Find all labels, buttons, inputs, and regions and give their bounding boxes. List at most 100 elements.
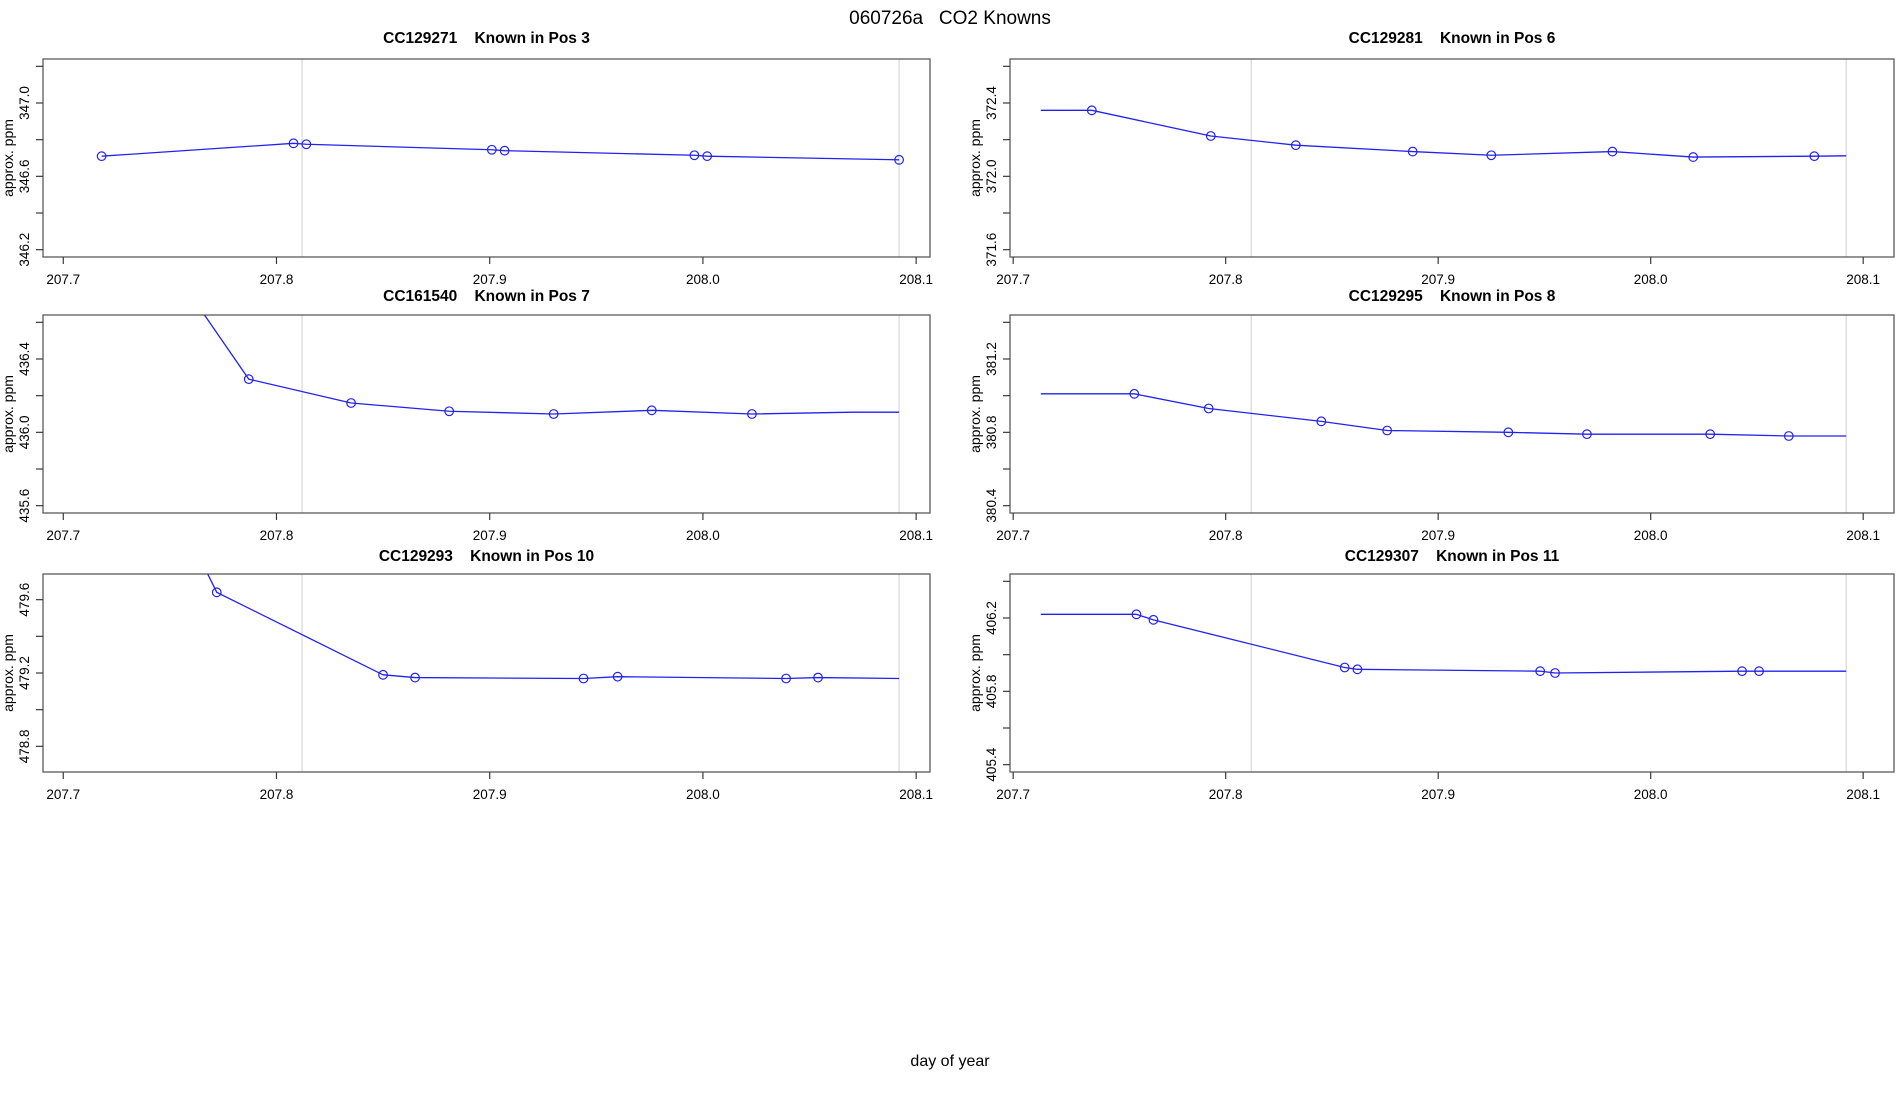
data-point	[243, 374, 254, 385]
data-point	[747, 409, 757, 419]
data-point	[1535, 666, 1546, 677]
data-point	[689, 150, 700, 161]
data-point	[1705, 429, 1716, 440]
x-tick-label: 207.7	[996, 787, 1030, 802]
data-point	[1754, 666, 1764, 677]
data-point	[499, 145, 510, 156]
data-point	[346, 398, 357, 408]
x-tick-label: 207.9	[473, 528, 507, 543]
x-tick-label: 207.9	[473, 787, 507, 802]
x-tick-label: 207.8	[260, 528, 294, 543]
x-tick-label: 208.1	[899, 272, 933, 287]
data-point	[578, 673, 589, 684]
x-tick-label: 208.0	[686, 787, 720, 802]
data-point	[1086, 105, 1097, 116]
data-line	[101, 142, 900, 161]
x-tick-label: 208.1	[1846, 272, 1880, 287]
x-tick-label: 208.1	[1846, 787, 1880, 802]
x-axis-title: day of year	[910, 1053, 990, 1070]
data-point	[1783, 431, 1794, 441]
data-point	[410, 672, 420, 683]
data-point	[1352, 664, 1363, 675]
x-tick-label: 207.7	[46, 528, 80, 543]
data-point	[288, 138, 299, 149]
y-tick-label: 405.8	[984, 674, 999, 708]
y-tick-label: 478.8	[17, 729, 32, 763]
plot-border	[1009, 314, 1895, 514]
x-tick-label: 207.8	[260, 272, 294, 287]
y-axis-title: approx. ppm	[0, 634, 16, 712]
y-axis-title: approx. ppm	[0, 119, 16, 197]
panel-title-pos3: CC129271 Known in Pos 3	[383, 30, 590, 47]
data-point	[1203, 403, 1214, 414]
x-tick-label: 207.9	[473, 272, 507, 287]
panel-5: 207.7 207.8 207.9 208.0 208.1 478.8 479.2 479.6…	[0, 573, 933, 802]
data-point	[1382, 425, 1393, 436]
x-tick-label: 207.7	[46, 787, 80, 802]
data-point	[96, 151, 107, 162]
data-point	[1486, 150, 1497, 161]
data-line	[1040, 109, 1847, 158]
data-point	[486, 144, 497, 155]
y-tick-label: 371.6	[984, 233, 999, 267]
data-point	[211, 587, 222, 598]
data-point	[444, 406, 455, 417]
data-point	[301, 139, 312, 150]
data-point	[548, 409, 559, 419]
data-point	[612, 671, 623, 682]
data-point	[1607, 146, 1618, 157]
x-tick-label: 207.7	[46, 272, 80, 287]
data-point	[813, 672, 823, 683]
x-tick-label: 208.0	[686, 528, 720, 543]
data-point	[1582, 429, 1592, 440]
data-point	[1688, 152, 1699, 162]
x-tick-label: 208.0	[686, 272, 720, 287]
y-tick-label: 436.4	[17, 342, 32, 376]
figure-title: 060726a CO2 Knowns	[849, 8, 1051, 29]
data-point	[894, 154, 904, 165]
panel-4: 207.7 207.8 207.9 208.0 208.1 380.4 380.8 381.2…	[967, 314, 1895, 543]
data-point	[1205, 131, 1216, 141]
y-tick-label: 380.4	[984, 488, 999, 522]
y-axis-title: approx. ppm	[967, 634, 983, 712]
x-tick-label: 207.8	[1209, 528, 1243, 543]
panel-title-pos6: CC129281 Known in Pos 6	[1348, 30, 1556, 47]
plot-border	[1009, 58, 1895, 258]
plot-border	[42, 314, 931, 514]
y-tick-label: 347.0	[17, 86, 32, 120]
x-tick-label: 207.7	[996, 272, 1030, 287]
x-tick-label: 207.8	[1209, 787, 1243, 802]
data-line	[1040, 613, 1847, 674]
x-tick-label: 208.1	[899, 528, 933, 543]
data-point	[1316, 416, 1327, 427]
y-tick-label: 435.6	[17, 489, 32, 523]
y-tick-label: 372.0	[984, 159, 999, 193]
y-tick-label: 380.8	[984, 415, 999, 449]
x-tick-label: 208.0	[1634, 528, 1668, 543]
y-tick-label: 479.2	[17, 656, 32, 690]
x-tick-label: 208.0	[1634, 787, 1668, 802]
plot-border	[42, 573, 931, 773]
data-point	[1809, 151, 1820, 162]
y-axis-title: approx. ppm	[967, 119, 983, 197]
data-line	[203, 315, 900, 415]
panel-title-pos7: CC161540 Known in Pos 7	[383, 288, 590, 305]
x-tick-label: 207.7	[996, 528, 1030, 543]
x-tick-label: 207.9	[1421, 787, 1455, 802]
data-point	[1339, 662, 1350, 673]
plot-border	[42, 58, 931, 258]
x-tick-label: 207.9	[1421, 528, 1455, 543]
panel-1: 207.7 207.8 207.9 208.0 208.1 346.2 346.6 347.0…	[0, 58, 933, 287]
y-tick-label: 479.6	[17, 583, 32, 617]
y-tick-label: 381.2	[984, 342, 999, 376]
x-tick-label: 208.0	[1634, 272, 1668, 287]
y-tick-label: 436.0	[17, 415, 32, 449]
data-point	[1550, 668, 1560, 678]
y-tick-label: 346.2	[17, 233, 32, 267]
data-line	[1040, 393, 1847, 437]
y-tick-label: 346.6	[17, 159, 32, 193]
x-tick-label: 208.1	[899, 787, 933, 802]
y-tick-label: 372.4	[984, 86, 999, 120]
data-point	[1503, 427, 1514, 438]
